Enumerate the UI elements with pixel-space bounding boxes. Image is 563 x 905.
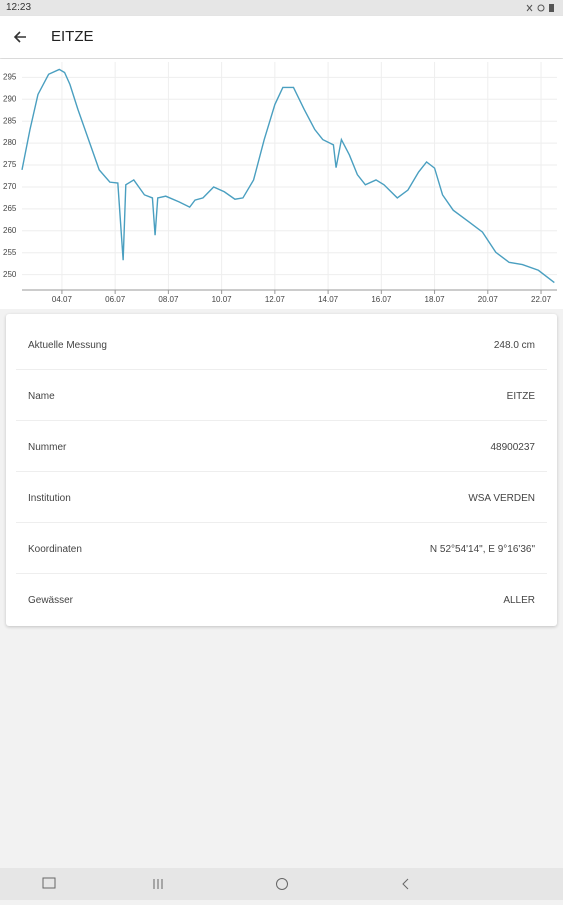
x-tick-label: 22.07 [531,295,552,304]
y-tick-label: 265 [3,204,17,213]
x-tick-label: 20.07 [478,295,499,304]
nav-bar [0,868,563,900]
nav-recent[interactable] [153,879,163,889]
detail-value: WSA VERDEN [468,493,535,504]
app-title: EITZE [51,28,94,45]
y-tick-label: 280 [3,138,17,147]
nav-home[interactable] [276,878,288,890]
detail-label: Institution [28,493,71,504]
x-tick-label: 14.07 [318,295,339,304]
nav-back[interactable] [402,878,409,890]
detail-row: Gewässer ALLER [16,573,547,624]
details-card: Aktuelle Messung 248.0 cm Name EITZE Nummer 4… [6,314,557,626]
detail-label: Gewässer [28,595,74,606]
x-tick-label: 04.07 [52,295,73,304]
x-tick-label: 10.07 [212,295,233,304]
x-tick-label: 12.07 [265,295,286,304]
y-tick-label: 260 [3,226,17,235]
detail-row: Aktuelle Messung 248.0 cm [16,318,547,370]
y-tick-label: 255 [3,248,17,257]
app-bar: EITZE [0,16,563,58]
back-button[interactable] [11,27,31,47]
y-tick-label: 290 [3,94,17,103]
detail-value: N 52°54'14", E 9°16'36" [429,544,535,555]
status-icons [526,4,554,12]
chart: 250 255 260 265 270 275 280 285 290 295 04.07 06.07… [3,62,557,304]
detail-row: Institution WSA VERDEN [16,471,547,523]
nav-icons [42,877,409,890]
detail-row: Nummer 48900237 [16,420,547,472]
detail-value: ALLER [503,595,535,606]
y-tick-label: 250 [3,270,17,279]
nav-keyboard[interactable] [42,877,56,889]
status-time: 12:23 [6,2,32,13]
x-tick-label: 16.07 [371,295,392,304]
detail-label: Koordinaten [28,544,82,555]
detail-row: Name EITZE [16,369,547,421]
x-tick-label: 08.07 [158,295,179,304]
detail-value: EITZE [506,391,535,402]
chart-container: 250 255 260 265 270 275 280 285 290 295 04.07 06.07… [0,59,563,309]
detail-label: Name [28,391,55,402]
detail-value: 48900237 [490,442,536,453]
detail-label: Aktuelle Messung [28,340,107,351]
x-tick-label: 18.07 [425,295,446,304]
y-tick-label: 295 [3,72,17,81]
detail-label: Nummer [28,442,67,453]
status-bar: 12:23 [0,0,563,16]
detail-row: Koordinaten N 52°54'14", E 9°16'36" [16,522,547,574]
y-tick-label: 275 [3,160,17,169]
y-tick-label: 270 [3,182,17,191]
y-tick-label: 285 [3,116,17,125]
data-line [21,68,555,284]
detail-value: 248.0 cm [493,340,535,351]
x-tick-label: 06.07 [105,295,126,304]
